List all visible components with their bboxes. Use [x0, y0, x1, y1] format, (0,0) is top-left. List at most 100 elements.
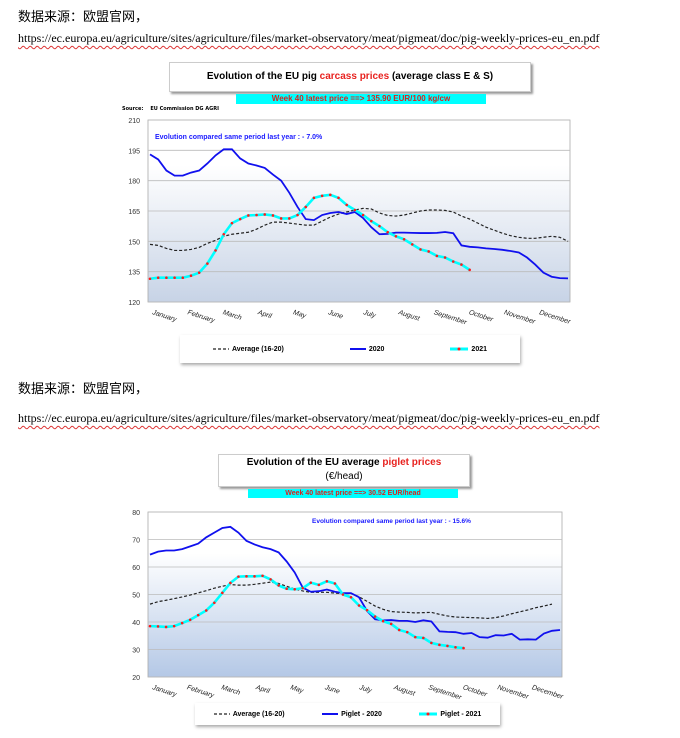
y-tick-label: 70: [132, 538, 140, 545]
series-2021-point: [373, 615, 377, 618]
x-tick-label: February: [186, 684, 215, 699]
series-2021-point: [345, 203, 349, 207]
series-2021-line: [149, 574, 464, 650]
series-2021-point: [410, 243, 414, 246]
y-tick-label: 80: [132, 510, 140, 517]
series-2021-point: [394, 234, 398, 238]
chart2-title: Evolution of the EU average piglet price…: [218, 454, 470, 487]
series-2021-point: [188, 618, 192, 622]
series-2021-point: [325, 580, 329, 583]
x-tick-label: October: [468, 309, 494, 324]
series-2021-line: [149, 193, 471, 281]
series-2021-point: [288, 217, 291, 220]
series-2021-point: [261, 574, 264, 578]
series-2021-point: [189, 274, 193, 278]
series-2021-point: [148, 624, 152, 628]
legend-label: 2020: [368, 345, 385, 353]
chart1-annotation: Evolution compared same period last year…: [155, 134, 323, 141]
y-tick-label: 60: [132, 565, 140, 572]
series-2021-point: [419, 248, 422, 251]
legend-label: Average (16-20): [231, 345, 284, 353]
x-tick-label: June: [326, 309, 344, 321]
series-2021-point: [446, 644, 449, 648]
series-2021-point: [369, 219, 373, 223]
series-2021-point: [271, 214, 275, 217]
y-tick-label: 195: [128, 148, 140, 155]
y-tick-label: 135: [128, 270, 140, 277]
legend-label: Piglet - 2021: [440, 710, 482, 718]
series-2021-point: [422, 636, 425, 640]
source-url-2[interactable]: https://ec.europa.eu/agriculture/sites/a…: [18, 411, 600, 425]
chart2-title-highlight: piglet prices: [382, 457, 442, 468]
x-tick-label: April: [254, 684, 271, 695]
x-tick-label: January: [150, 684, 177, 699]
dashed-line-icon: [212, 348, 229, 350]
series-2021-point: [451, 260, 455, 263]
series-2021-point: [197, 271, 201, 274]
series-2021-point: [317, 583, 321, 587]
marker-line-icon: [419, 712, 438, 716]
series-2021-point: [229, 581, 232, 585]
series-2021-point: [378, 224, 381, 228]
solid-line-icon: [322, 713, 339, 715]
series-2021-point: [341, 593, 345, 596]
series-2020-line: [149, 148, 569, 280]
series-2021-point: [405, 630, 409, 634]
series-2021-point: [349, 595, 353, 599]
x-tick-label: November: [496, 684, 530, 701]
series-2021-point: [230, 221, 234, 225]
series-2021-point: [180, 621, 184, 625]
x-tick-label: February: [187, 309, 216, 324]
y-tick-label: 150: [128, 239, 140, 246]
chart1-plot: 120 135 150 165 180 195 210 January February Marc…: [128, 118, 572, 327]
source-url[interactable]: https://ec.europa.eu/agriculture/sites/a…: [18, 31, 600, 45]
x-tick-label: December: [531, 684, 565, 701]
chart1-latest-price: Week 40 latest price ==> 135.90 EUR/100 …: [236, 94, 486, 104]
y-tick-label: 20: [132, 675, 140, 682]
series-2021-point: [435, 254, 439, 258]
series-2021-point: [430, 641, 433, 645]
series-2021-point: [156, 276, 160, 280]
y-tick-label: 165: [128, 209, 140, 216]
series-2021-point: [165, 276, 168, 280]
series-2021-point: [237, 575, 240, 578]
series-average-line: [149, 207, 569, 252]
x-tick-label: October: [462, 684, 488, 699]
dashed-line-icon: [213, 713, 230, 715]
chart1-legend: Average (16-20) 2020 2021: [180, 335, 520, 363]
series-2021-point: [309, 581, 313, 584]
legend-label: Average (16-20): [232, 710, 285, 718]
y-tick-label: 50: [132, 593, 140, 600]
series-2021-point: [269, 578, 272, 581]
chart1-title-highlight: carcass prices: [319, 71, 390, 82]
series-2021-point: [173, 276, 176, 280]
series-2021-point: [389, 622, 393, 626]
series-2021-point: [402, 238, 406, 241]
series-2021-point: [196, 613, 200, 617]
y-tick-label: 210: [128, 118, 140, 125]
chart2-latest-price: Week 40 latest price ==> 30.52 EUR/head: [248, 489, 458, 498]
series-2021-point: [312, 196, 316, 200]
x-tick-label: July: [357, 684, 372, 695]
x-tick-label: December: [538, 309, 572, 326]
series-2021-point: [381, 619, 385, 623]
legend-item-average: Average (16-20): [213, 710, 285, 718]
series-2021-point: [361, 213, 365, 217]
series-2021-point: [247, 214, 250, 217]
legend-item-2020: Piglet - 2020: [322, 711, 382, 718]
series-2021-point: [337, 196, 340, 200]
series-2021-point: [213, 601, 216, 605]
series-2021-point: [221, 591, 224, 595]
series-2021-point: [181, 276, 185, 280]
series-2021-point: [148, 277, 152, 281]
chart1-title: Evolution of the EU pig carcass prices (…: [169, 62, 531, 92]
source-value: EU Commission DG AGRI: [150, 106, 219, 112]
series-2021-point: [462, 646, 465, 650]
series-2021-point: [206, 262, 209, 265]
x-tick-label: May: [292, 309, 307, 320]
series-2021-point: [365, 608, 369, 612]
source-key: Source:: [122, 106, 144, 112]
x-tick-label: June: [323, 684, 341, 696]
series-2021-point: [296, 213, 299, 217]
series-2021-point: [255, 213, 258, 217]
